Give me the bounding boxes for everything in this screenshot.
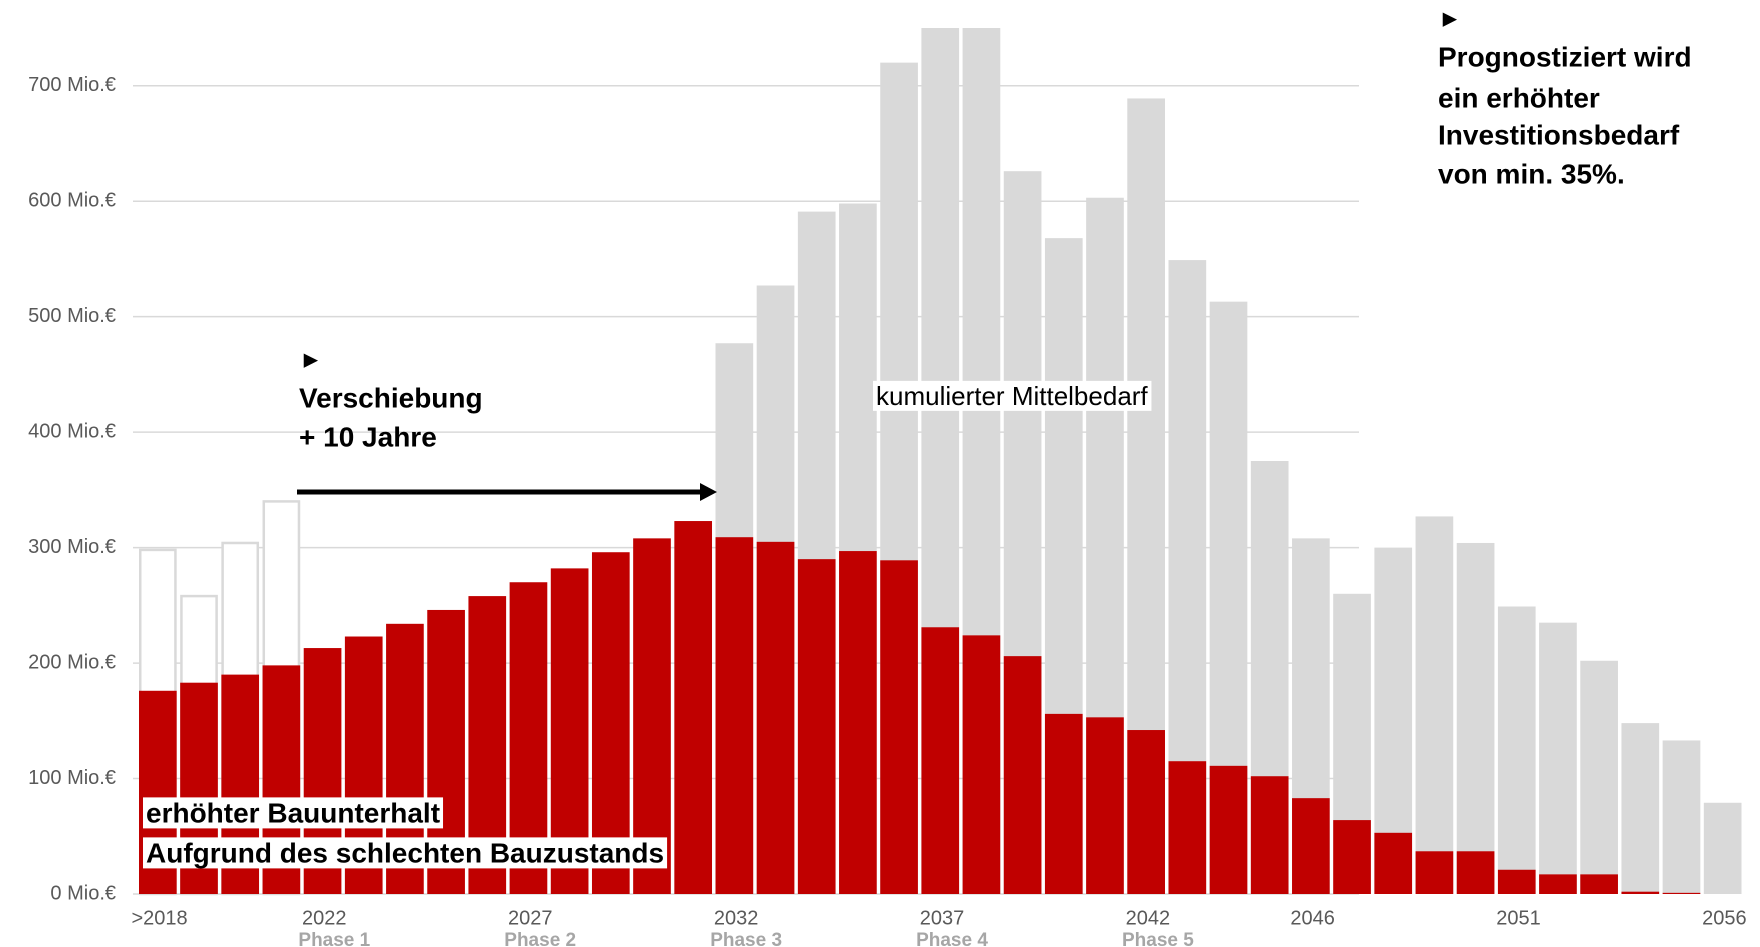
phase-label: Phase 2 <box>504 930 576 947</box>
bar <box>1127 730 1165 894</box>
bar <box>1539 874 1577 894</box>
bar <box>1044 713 1083 894</box>
bar <box>1168 761 1207 894</box>
y-tick-label: 0 Mio.€ <box>50 882 116 904</box>
phase-label: Phase 3 <box>710 930 782 947</box>
x-tick-label: 2037 <box>920 907 965 929</box>
bar <box>1415 851 1454 894</box>
phase-label: Phase 1 <box>298 930 370 947</box>
bar <box>839 551 877 894</box>
y-tick-label: 200 Mio.€ <box>28 651 116 673</box>
annotation: Investitionsbedarf <box>1438 119 1680 150</box>
annotation: von min. 35%. <box>1438 158 1625 189</box>
bar <box>756 541 795 894</box>
annotation: Prognostiziert wird <box>1438 41 1692 72</box>
series-label: erhöhter Bauunterhalt <box>146 797 440 828</box>
series-label: kumulierter Mittelbedarf <box>876 381 1148 411</box>
phase-label: Phase 5 <box>1122 930 1194 947</box>
annotation: ► <box>299 346 323 373</box>
y-tick-label: 300 Mio.€ <box>28 536 116 558</box>
x-tick-label: 2042 <box>1126 907 1171 929</box>
y-tick-label: 700 Mio.€ <box>28 74 116 96</box>
bar <box>1497 869 1536 894</box>
bar <box>1580 874 1618 894</box>
bar <box>715 537 754 894</box>
label-background <box>143 797 444 829</box>
bar <box>1662 740 1701 894</box>
bar <box>962 635 1001 894</box>
y-tick-label: 600 Mio.€ <box>28 189 116 211</box>
label-background <box>143 837 668 869</box>
bar <box>591 552 630 894</box>
bar <box>1292 798 1330 894</box>
bar <box>633 538 671 894</box>
bar <box>1003 656 1042 894</box>
x-tick-label: 2056 <box>1702 907 1747 929</box>
y-tick-label: 500 Mio.€ <box>28 305 116 327</box>
y-tick-label: 400 Mio.€ <box>28 420 116 442</box>
shift-arrowhead <box>700 483 717 501</box>
annotation: ► <box>1438 5 1462 32</box>
bar <box>1086 717 1124 894</box>
label-background <box>873 380 1152 411</box>
x-tick-label: 2027 <box>508 907 553 929</box>
bar <box>921 627 960 894</box>
annotation: + 10 Jahre <box>299 421 437 452</box>
bar <box>1539 622 1577 894</box>
bar <box>1456 851 1495 894</box>
annotation: ein erhöhter <box>1438 82 1600 113</box>
bar <box>1209 765 1248 894</box>
bar <box>1703 802 1742 894</box>
y-tick-label: 100 Mio.€ <box>28 767 116 789</box>
bar <box>1662 892 1701 894</box>
phase-label: Phase 4 <box>916 930 988 947</box>
bar <box>1621 891 1660 894</box>
bar <box>1333 820 1371 894</box>
x-tick-label: 2046 <box>1290 907 1335 929</box>
bar <box>1250 776 1289 894</box>
x-tick-label: >2018 <box>132 907 188 929</box>
bar <box>797 559 836 894</box>
x-tick-label: 2032 <box>714 907 759 929</box>
series-label: Aufgrund des schlechten Bauzustands <box>146 837 664 868</box>
x-tick-label: 2022 <box>302 907 347 929</box>
bar <box>1621 723 1660 894</box>
x-tick-label: 2051 <box>1496 907 1541 929</box>
annotation: Verschiebung <box>299 382 483 413</box>
bar <box>1415 516 1454 894</box>
bar <box>1580 660 1618 894</box>
bar <box>1497 606 1536 894</box>
bar <box>1374 832 1413 894</box>
bar <box>880 560 918 894</box>
bar <box>674 521 713 894</box>
bar <box>1456 542 1495 894</box>
